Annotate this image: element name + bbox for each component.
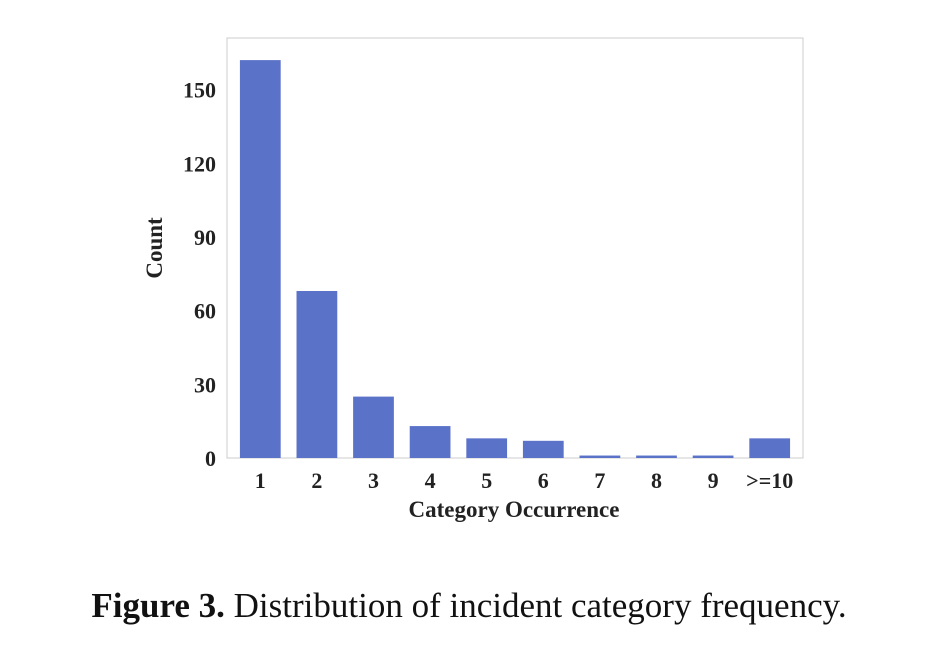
x-axis-ticks: 1 2 3 4 5 6 7 8 9 >=10 bbox=[255, 468, 793, 493]
x-tick-label: 3 bbox=[368, 468, 379, 493]
bar-chart: 0 30 60 90 120 150 1 2 3 4 5 6 7 8 9 >=10 Count Catego… bbox=[142, 37, 804, 522]
bar-10 bbox=[749, 438, 791, 458]
bar-6 bbox=[522, 440, 564, 458]
x-tick-label: 6 bbox=[538, 468, 549, 493]
y-tick-label: 120 bbox=[183, 151, 216, 176]
caption-label: Figure 3. bbox=[91, 586, 225, 625]
x-tick-label: 2 bbox=[311, 468, 322, 493]
bar-5 bbox=[466, 438, 508, 458]
y-tick-label: 90 bbox=[194, 225, 216, 250]
bar-3 bbox=[353, 396, 394, 458]
y-tick-label: 60 bbox=[194, 299, 216, 324]
bar-1 bbox=[239, 60, 281, 459]
x-axis-title: Category Occurrence bbox=[409, 497, 620, 522]
plot-frame bbox=[226, 37, 804, 459]
y-axis-title: Count bbox=[142, 217, 167, 279]
bar-2 bbox=[296, 290, 338, 458]
x-tick-label: 4 bbox=[425, 468, 436, 493]
y-tick-label: 30 bbox=[194, 372, 216, 397]
caption-text: Distribution of incident category freque… bbox=[233, 586, 847, 625]
y-tick-label: 150 bbox=[183, 78, 216, 103]
y-axis-ticks: 0 30 60 90 120 150 bbox=[183, 78, 216, 471]
bar-9 bbox=[692, 455, 734, 458]
x-tick-label: 9 bbox=[708, 468, 719, 493]
bar-4 bbox=[409, 426, 451, 458]
x-tick-label: 7 bbox=[594, 468, 605, 493]
bars-group bbox=[239, 60, 791, 459]
x-tick-label: >=10 bbox=[746, 468, 793, 493]
figure-caption: Figure 3. Distribution of incident categ… bbox=[0, 586, 938, 626]
bar-8 bbox=[636, 455, 677, 458]
x-tick-label: 8 bbox=[651, 468, 662, 493]
x-tick-label: 1 bbox=[255, 468, 266, 493]
y-tick-label: 0 bbox=[205, 446, 216, 471]
x-tick-label: 5 bbox=[481, 468, 492, 493]
bar-7 bbox=[579, 455, 621, 458]
